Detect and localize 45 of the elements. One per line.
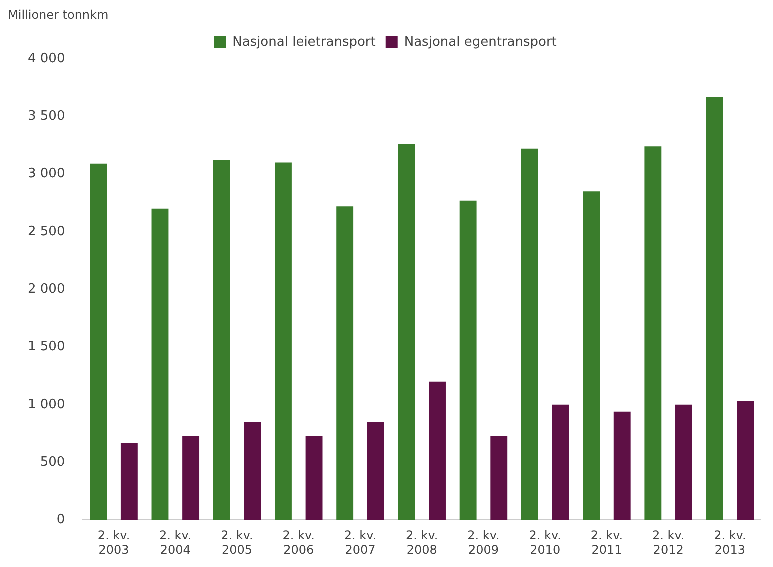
- bar: [460, 200, 477, 520]
- bar: [120, 442, 138, 520]
- y-tick-label: 0: [56, 512, 66, 528]
- y-tick-label: 3 500: [28, 109, 66, 124]
- y-tick-label: 500: [40, 454, 66, 470]
- bar: [213, 160, 230, 520]
- x-tick-label: 2. kv. 2008: [406, 528, 438, 557]
- y-axis-title: Millioner tonnkm: [8, 8, 109, 22]
- bar: [552, 404, 570, 520]
- bar: [275, 162, 292, 520]
- x-tick-label: 2. kv. 2004: [160, 528, 192, 557]
- x-tick-label: 2. kv. 2003: [98, 528, 130, 557]
- bar: [90, 164, 108, 520]
- bar: [490, 436, 508, 520]
- x-tick-label: 2. kv. 2007: [344, 528, 377, 557]
- bar: [244, 422, 262, 520]
- y-tick-label: 1 000: [28, 397, 66, 412]
- bar: [737, 401, 754, 520]
- x-tick-label: 2. kv. 2013: [714, 528, 746, 557]
- y-tick-label: 1 500: [28, 340, 66, 355]
- legend-label: Nasjonal egentransport: [404, 34, 557, 50]
- x-tick-label: 2. kv. 2006: [282, 528, 315, 557]
- bar: [367, 422, 384, 520]
- bar: [182, 436, 200, 520]
- y-tick-label: 2 500: [28, 224, 66, 240]
- bar: [152, 208, 169, 520]
- bar: [398, 144, 416, 520]
- bar: [614, 412, 631, 520]
- y-tick-label: 3 000: [28, 166, 66, 182]
- x-tick-label: 2. kv. 2012: [652, 528, 685, 557]
- bar: [336, 206, 354, 520]
- bar: [429, 382, 446, 520]
- bar: [521, 148, 538, 520]
- y-tick-label: 4 000: [28, 51, 66, 66]
- bar: [306, 436, 323, 520]
- legend-label: Nasjonal leietransport: [232, 34, 376, 50]
- x-tick-label: 2. kv. 2009: [468, 528, 500, 557]
- bar: [644, 146, 662, 520]
- y-tick-label: 2 000: [28, 282, 66, 297]
- bar: [583, 192, 600, 520]
- x-tick-label: 2. kv. 2011: [590, 528, 624, 557]
- bar: [676, 404, 692, 520]
- bar: [706, 97, 724, 520]
- x-tick-label: 2. kv. 2010: [529, 528, 562, 557]
- x-tick-label: 2. kv. 2005: [221, 528, 254, 557]
